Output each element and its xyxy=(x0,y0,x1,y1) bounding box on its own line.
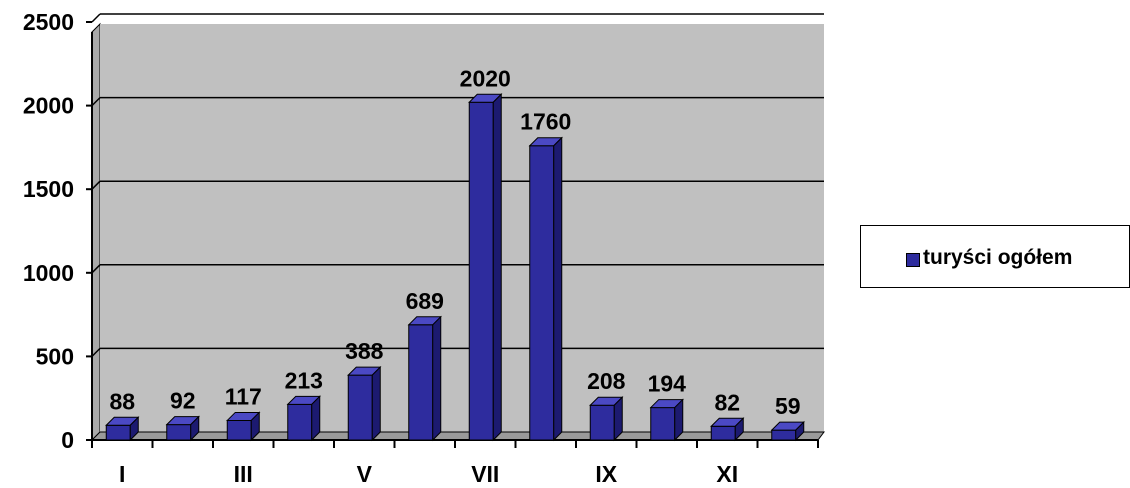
bar-front xyxy=(710,425,736,441)
y-axis: 0 500 1000 1500 2000 2500 xyxy=(23,9,93,453)
y-tick-label: 500 xyxy=(36,343,74,369)
bar-side xyxy=(734,417,744,442)
data-label: 194 xyxy=(648,371,687,397)
bar xyxy=(286,395,321,442)
data-label: 88 xyxy=(109,388,135,414)
data-label: 689 xyxy=(406,288,444,314)
data-label: 82 xyxy=(714,389,740,415)
gridline-depth xyxy=(91,13,101,23)
x-axis: I III V VII IX XI xyxy=(91,439,819,487)
bar-side xyxy=(432,315,442,442)
side-wall xyxy=(91,22,101,442)
bar-side xyxy=(613,396,623,442)
y-tick-label: 1000 xyxy=(23,260,74,286)
gridline-depth xyxy=(91,180,101,190)
data-label: 2020 xyxy=(460,65,511,91)
gridline-depth xyxy=(91,264,101,274)
bar xyxy=(347,365,382,442)
bar-front xyxy=(589,404,615,441)
x-tick-label: VII xyxy=(471,461,499,487)
gridlines xyxy=(91,13,824,357)
data-labels: 88 92 117 213 388 689 2020 1760 208 194 82 59 xyxy=(109,65,800,419)
bar-front xyxy=(226,419,252,441)
x-tick-label: IX xyxy=(595,461,617,487)
bar-front xyxy=(529,145,555,441)
bar xyxy=(105,416,140,442)
legend-swatch xyxy=(906,253,920,267)
bars xyxy=(105,93,805,442)
x-tick-label: V xyxy=(357,461,373,487)
data-label: 1760 xyxy=(520,109,571,135)
legend: turyści ogółem xyxy=(860,225,1130,288)
bar xyxy=(407,315,442,442)
bar-front xyxy=(166,424,192,441)
bar-side xyxy=(795,420,805,442)
legend-label: turyści ogółem xyxy=(923,246,1073,269)
bar-side xyxy=(250,411,260,442)
data-label: 59 xyxy=(775,393,801,419)
bar xyxy=(649,398,684,442)
bar-front xyxy=(771,429,797,441)
data-label: 92 xyxy=(170,388,196,414)
bar xyxy=(528,136,563,442)
bar-side xyxy=(492,93,502,442)
bar-front xyxy=(287,403,313,441)
bar xyxy=(226,411,261,442)
x-tick-label: III xyxy=(234,461,253,487)
bar-side xyxy=(129,416,139,442)
plot-area xyxy=(90,22,825,442)
bar-side xyxy=(553,136,563,442)
bar-side xyxy=(674,398,684,442)
bar xyxy=(710,417,745,442)
data-label: 388 xyxy=(345,338,384,364)
bar-front xyxy=(347,374,373,441)
x-tick-label: XI xyxy=(716,461,738,487)
bar-side xyxy=(190,415,200,442)
back-wall xyxy=(100,24,824,432)
bar xyxy=(770,420,805,442)
x-tick-label: I xyxy=(119,461,125,487)
gridline-depth xyxy=(91,97,101,107)
y-tick-label: 1500 xyxy=(23,176,74,202)
bar xyxy=(165,415,200,442)
bar-side xyxy=(371,365,381,442)
y-tick-label: 0 xyxy=(61,427,74,453)
data-label: 117 xyxy=(225,383,262,409)
bar-front xyxy=(408,324,434,441)
bar-front xyxy=(105,424,131,441)
y-tick-label: 2000 xyxy=(23,93,74,119)
bar-front xyxy=(468,101,494,441)
bar xyxy=(589,396,624,442)
data-label: 208 xyxy=(587,368,626,394)
bar xyxy=(468,93,503,442)
bar-side xyxy=(311,395,321,442)
y-tick-label: 2500 xyxy=(23,9,74,35)
bar-front xyxy=(650,407,676,441)
data-label: 213 xyxy=(285,367,323,393)
gridline-depth xyxy=(91,347,101,357)
